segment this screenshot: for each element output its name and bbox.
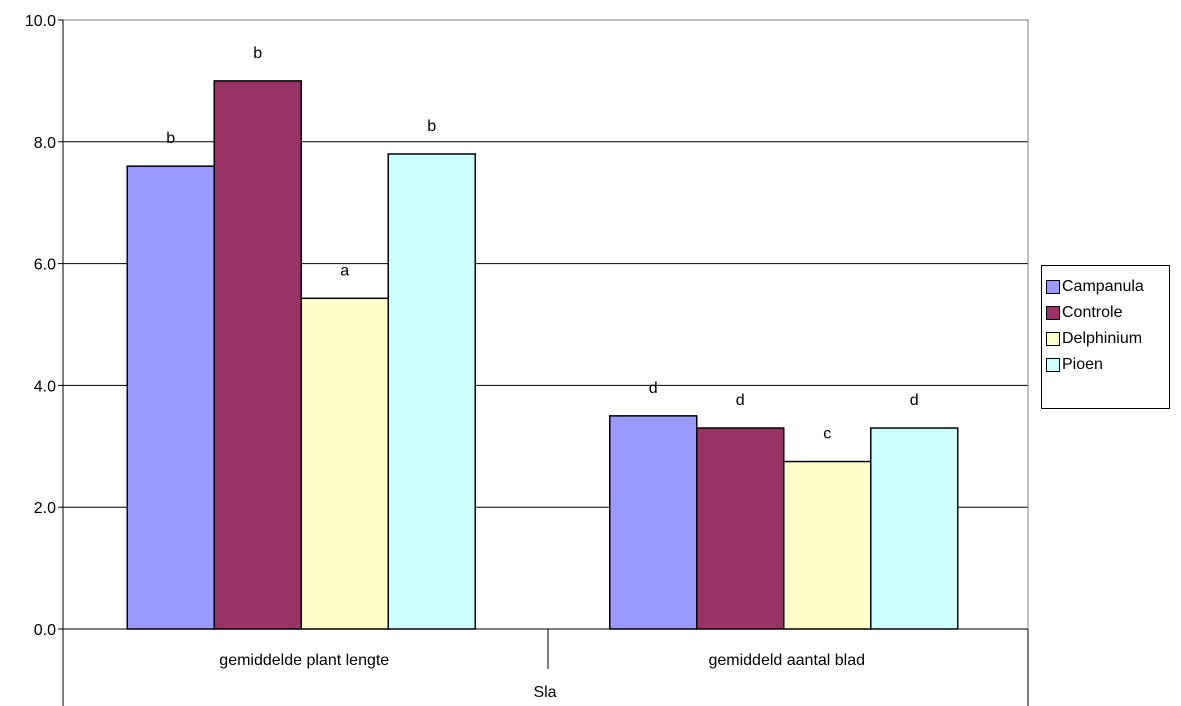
axes xyxy=(62,19,1029,706)
legend-swatch xyxy=(1046,306,1060,320)
y-tick-label-0: 0.0 xyxy=(34,622,56,639)
y-tick-label-5: 10.0 xyxy=(25,13,56,30)
legend-item-delphinium: Delphinium xyxy=(1046,326,1169,352)
legend-swatch xyxy=(1046,332,1060,346)
bar-pioen-1 xyxy=(870,427,959,630)
bar-campanula-1 xyxy=(609,415,698,630)
legend-label: Delphinium xyxy=(1062,330,1143,347)
legend: Campanula Controle Delphinium Pioen xyxy=(1041,265,1170,409)
x-group-label: Sla xyxy=(533,684,556,701)
bar-controle-1 xyxy=(696,427,785,630)
bar-label-campanula-1: d xyxy=(649,380,658,397)
bar-letter-labels: b b a b d d c d xyxy=(166,45,918,443)
bar-pioen-0 xyxy=(387,153,476,630)
category-labels: gemiddelde plant lengte gemiddeld aantal … xyxy=(219,652,865,669)
bar-label-delphinium-1: c xyxy=(823,426,831,443)
bars xyxy=(126,80,959,630)
legend-item-campanula: Campanula xyxy=(1046,274,1169,300)
y-tick-label-2: 4.0 xyxy=(34,378,56,395)
bar-delphinium-1 xyxy=(783,460,872,630)
bar-label-controle-1: d xyxy=(736,392,745,409)
legend-item-controle: Controle xyxy=(1046,300,1169,326)
bar-label-pioen-1: d xyxy=(910,392,919,409)
bar-controle-0 xyxy=(213,80,302,630)
bar-label-delphinium-0: a xyxy=(340,262,349,279)
bar-campanula-0 xyxy=(126,165,215,630)
legend-label: Campanula xyxy=(1062,278,1144,295)
y-tick-labels: 0.0 2.0 4.0 6.0 8.0 10.0 xyxy=(25,13,63,639)
category-label-1: gemiddeld aantal blad xyxy=(708,652,865,669)
bar-label-controle-0: b xyxy=(253,45,262,62)
bar-label-pioen-0: b xyxy=(427,118,436,135)
y-tick-label-1: 2.0 xyxy=(34,500,56,517)
legend-swatch xyxy=(1046,280,1060,294)
y-tick-label-4: 8.0 xyxy=(34,135,56,152)
bar-delphinium-0 xyxy=(300,297,389,630)
category-label-0: gemiddelde plant lengte xyxy=(219,652,389,669)
legend-label: Controle xyxy=(1062,304,1123,321)
bar-label-campanula-0: b xyxy=(166,130,175,147)
legend-swatch xyxy=(1046,358,1060,372)
y-tick-label-3: 6.0 xyxy=(34,257,56,274)
legend-item-pioen: Pioen xyxy=(1046,352,1169,378)
legend-label: Pioen xyxy=(1062,356,1103,373)
